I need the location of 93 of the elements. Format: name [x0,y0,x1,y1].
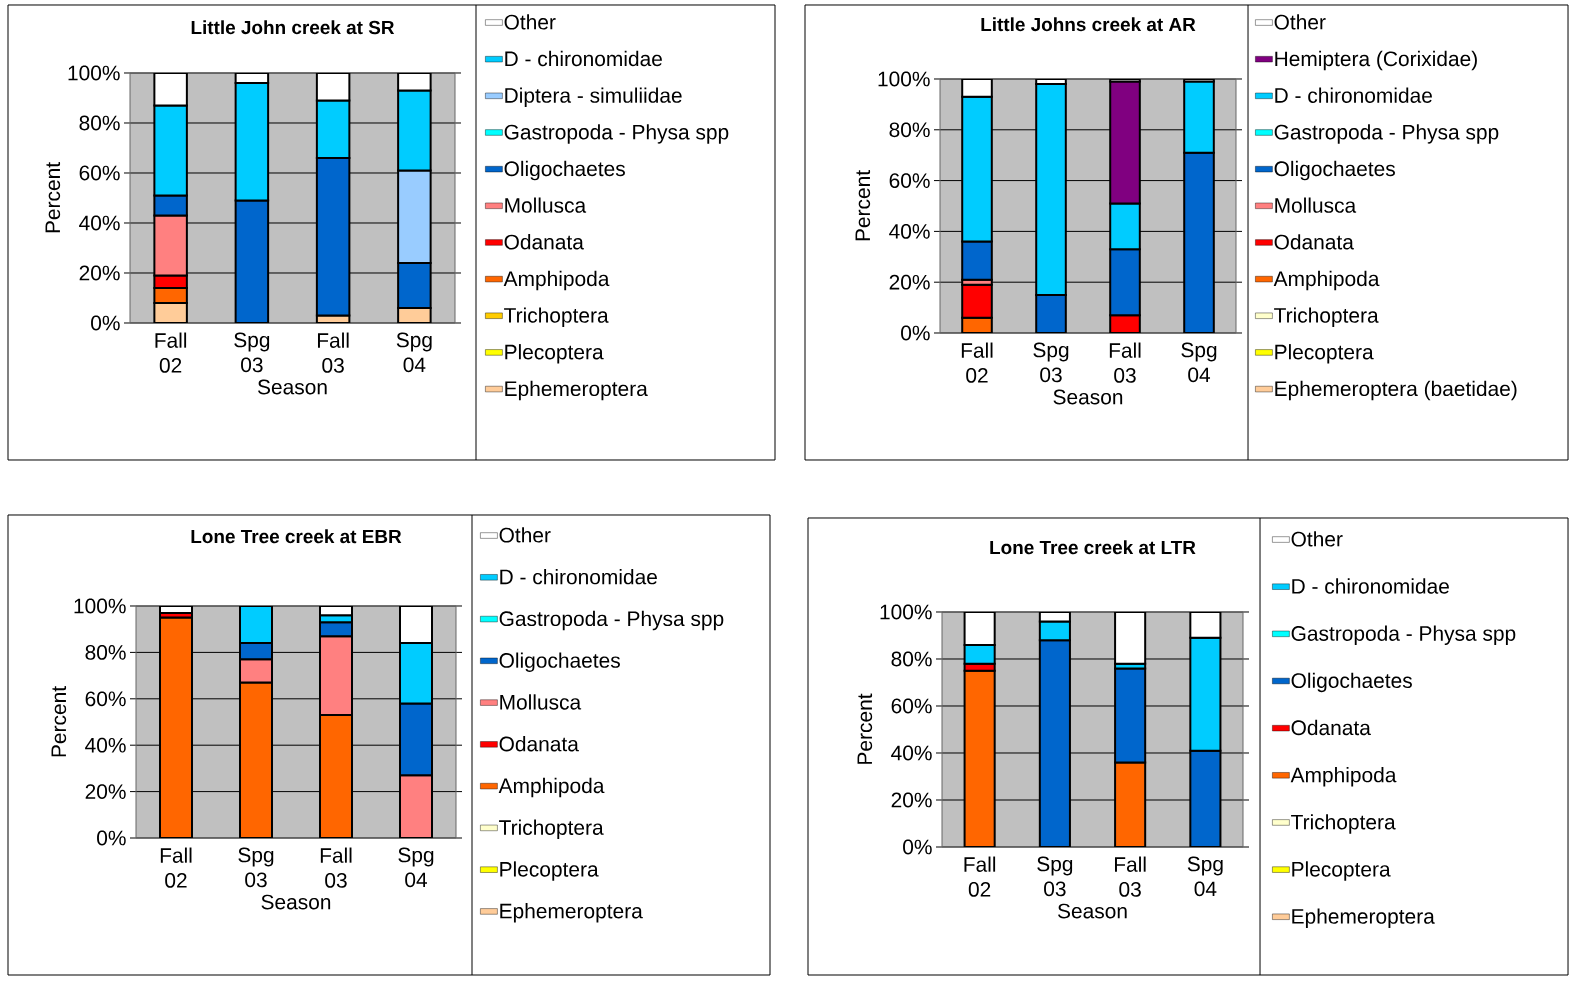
legend-label: Amphipoda [1273,270,1380,291]
legend-label: Ephemeroptera [500,903,643,923]
y-tick-label: 40% [891,745,932,761]
legend-label: Odanata [499,736,579,752]
legend-label: Other [1274,14,1326,30]
y-tick-label: 100% [878,71,930,87]
legend-label: Diptera - simuliidae [505,87,682,107]
y-tick-label: 100% [880,604,932,620]
y-tick-label: 80% [79,115,120,131]
y-tick-label: 60% [85,691,126,707]
legend-label: Oligochaetes [1291,672,1412,693]
legend-label: Odanata [1274,234,1354,250]
legend-label: Plecoptera [505,344,604,364]
legend-label: Oligochaetes [1274,160,1395,181]
x-tick-label: Spg 03 [238,847,274,888]
y-tick-label: 40% [85,737,126,753]
y-tick-label: 0% [91,315,120,331]
x-axis-title: Season [1057,903,1127,919]
legend-label: Amphipoda [503,270,610,291]
x-tick-label: Spg 03 [1037,856,1073,897]
legend-label: Plecoptera [1292,861,1391,881]
y-tick-label: 20% [85,784,126,799]
chart-title: Little Johns creek at AR [981,17,1196,32]
y-tick-label: 100% [74,598,126,614]
legend-label: Trichoptera [1291,814,1396,834]
x-axis-title: Season [257,379,327,395]
legend-label: Mollusca [505,197,587,213]
legend-label: Plecoptera [500,861,599,881]
y-tick-label: 60% [79,165,120,181]
y-tick-label: 0% [97,830,126,846]
legend-label: Amphipoda [498,777,605,798]
legend-label: Oligochaetes [499,652,620,673]
x-tick-label: Fall 03 [1115,856,1146,897]
y-tick-label: 80% [891,651,932,667]
legend-label: Trichoptera [504,307,609,327]
x-tick-label: Fall 03 [320,847,352,888]
x-tick-label: Spg 04 [1181,342,1217,383]
legend-label: Other [504,14,556,30]
legend-label: Plecoptera [1275,344,1374,364]
legend-label: Gastropoda - Physa spp [1274,124,1499,144]
x-tick-label: Fall 02 [160,847,192,888]
y-tick-label: 0% [901,325,930,341]
chart-title: Lone Tree creek at EBR [191,529,402,544]
x-tick-label: Fall 02 [961,342,993,383]
y-tick-label: 60% [889,173,930,188]
y-tick-label: 20% [79,265,120,281]
x-tick-label: Fall 03 [1109,342,1141,383]
legend-label: D - chironomidae [1292,578,1449,594]
legend-label: Gastropoda - Physa spp [499,610,724,631]
legend-label: Odanata [504,234,584,250]
y-axis-title: Percent [45,162,61,233]
x-tick-label: Spg 03 [1033,342,1069,383]
x-axis-title: Season [1053,389,1123,405]
y-tick-label: 40% [889,223,930,239]
chart-title: Lone Tree creek at LTR [990,540,1196,555]
legend-label: Ephemeroptera (baetidae) [1275,380,1517,401]
legend-label: Gastropoda - Physa spp [1291,625,1516,646]
legend-label: Other [499,527,551,543]
x-tick-label: Fall 02 [155,332,187,373]
y-tick-label: 40% [79,215,120,231]
y-axis-title: Percent [51,686,67,757]
chart-title: Little John creek at SR [191,20,395,35]
legend-label: Hemiptera (Corixidae) [1275,50,1477,71]
x-tick-label: Spg 04 [396,332,432,373]
y-tick-label: 0% [903,839,932,855]
x-tick-label: Fall 02 [964,856,996,897]
x-tick-label: Spg 04 [1187,856,1223,897]
legend-label: Mollusca [1275,197,1357,213]
legend-label: Ephemeroptera [505,380,648,401]
legend-label: Odanata [1291,719,1371,736]
x-axis-title: Season [261,894,331,910]
x-tick-label: Fall 03 [317,332,349,373]
x-tick-label: Spg 04 [398,847,434,888]
legend-label: Trichoptera [499,819,604,840]
y-tick-label: 80% [85,644,126,660]
legend-label: Oligochaetes [504,160,625,181]
legend-label: Other [1291,531,1343,547]
legend-label: D - chironomidae [1275,87,1432,103]
y-tick-label: 100% [68,65,120,81]
legend-label: Mollusca [500,694,582,710]
y-tick-label: 20% [891,792,932,808]
y-axis-title: Percent [857,693,873,764]
legend-label: D - chironomidae [500,568,657,585]
y-tick-label: 60% [891,698,932,714]
y-tick-label: 20% [889,274,930,290]
legend-label: Gastropoda - Physa spp [504,124,729,144]
y-axis-title: Percent [855,170,871,241]
legend-label: D - chironomidae [505,50,662,67]
y-tick-label: 80% [889,122,930,138]
x-tick-label: Spg 03 [234,332,270,373]
legend-label: Amphipoda [1290,766,1397,787]
legend-label: Ephemeroptera [1292,908,1435,928]
legend-label: Trichoptera [1274,307,1379,327]
